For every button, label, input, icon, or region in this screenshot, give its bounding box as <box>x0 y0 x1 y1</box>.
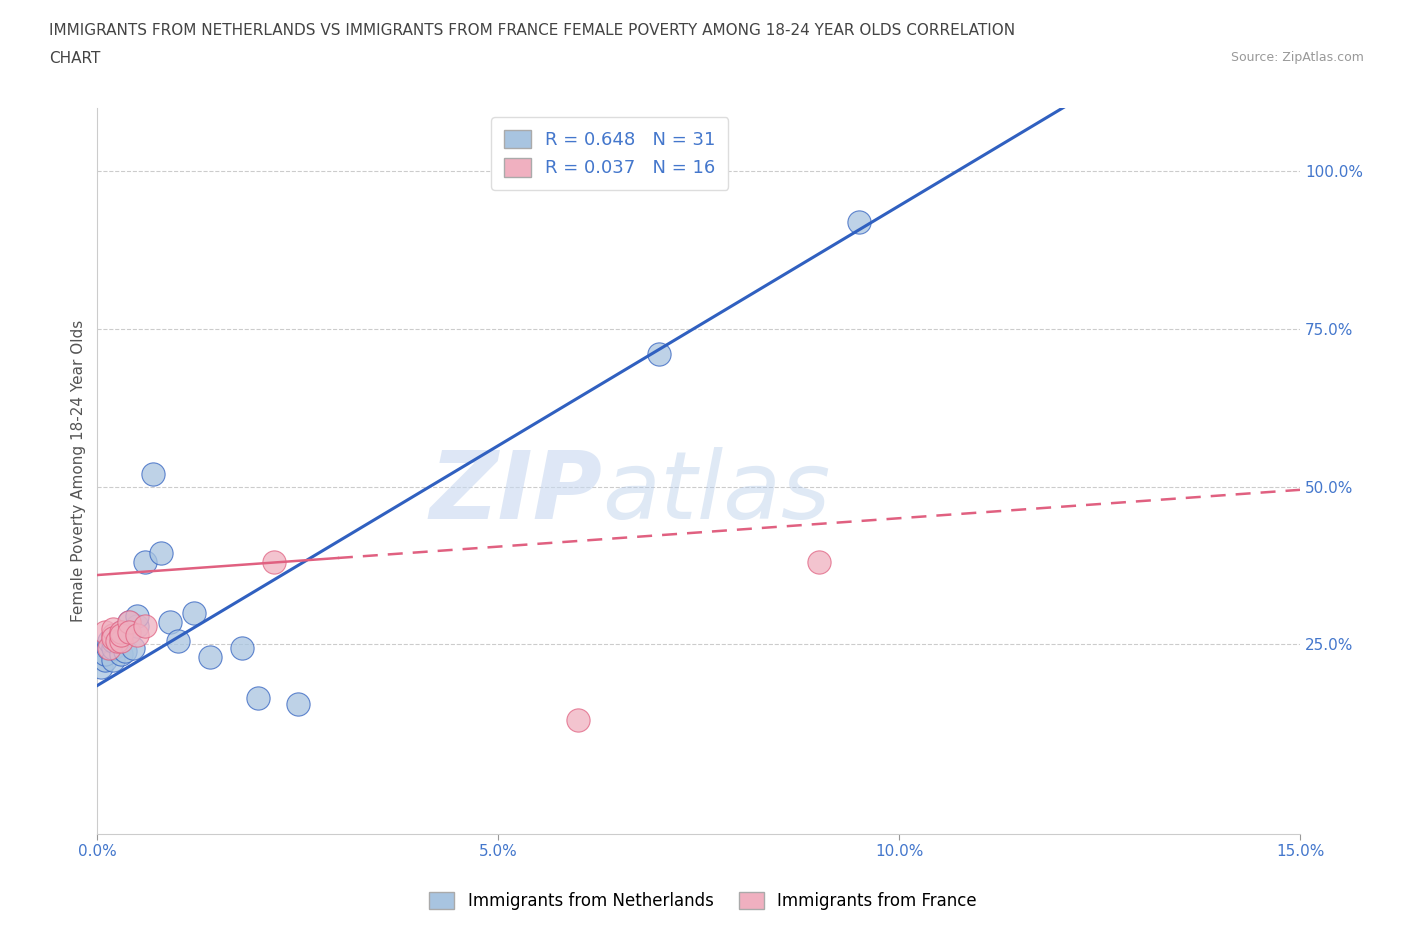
Point <box>807 555 830 570</box>
Point <box>94 653 117 668</box>
Point <box>110 624 132 639</box>
Point <box>127 628 149 643</box>
Point <box>103 631 125 645</box>
Point <box>103 628 125 643</box>
Point <box>118 624 141 639</box>
Point <box>97 640 120 655</box>
Point <box>105 628 128 643</box>
Point <box>103 634 125 649</box>
Point <box>98 634 121 649</box>
Point <box>183 605 205 620</box>
Point <box>105 634 128 649</box>
Point <box>94 624 117 639</box>
Text: atlas: atlas <box>603 447 831 538</box>
Point <box>110 634 132 649</box>
Text: CHART: CHART <box>49 51 101 66</box>
Point <box>198 650 221 665</box>
Point <box>90 659 112 674</box>
Point <box>118 624 141 639</box>
Point <box>110 628 132 643</box>
Text: ZIP: ZIP <box>430 446 603 538</box>
Point <box>263 555 285 570</box>
Point <box>142 467 165 482</box>
Point <box>134 618 156 633</box>
Point <box>118 615 141 630</box>
Point <box>647 347 669 362</box>
Point <box>150 546 173 561</box>
Point <box>127 618 149 633</box>
Point <box>98 640 121 655</box>
Y-axis label: Female Poverty Among 18-24 Year Olds: Female Poverty Among 18-24 Year Olds <box>72 320 86 622</box>
Point <box>159 615 181 630</box>
Point <box>567 712 589 727</box>
Point <box>110 624 132 639</box>
Point <box>94 646 117 661</box>
Text: IMMIGRANTS FROM NETHERLANDS VS IMMIGRANTS FROM FRANCE FEMALE POVERTY AMONG 18-24: IMMIGRANTS FROM NETHERLANDS VS IMMIGRANT… <box>49 23 1015 38</box>
Point <box>246 691 269 706</box>
Point <box>103 621 125 636</box>
Point <box>127 608 149 623</box>
Point <box>103 653 125 668</box>
Point <box>134 555 156 570</box>
Point <box>110 646 132 661</box>
Point <box>166 634 188 649</box>
Legend: R = 0.648   N = 31, R = 0.037   N = 16: R = 0.648 N = 31, R = 0.037 N = 16 <box>491 117 728 190</box>
Legend: Immigrants from Netherlands, Immigrants from France: Immigrants from Netherlands, Immigrants … <box>423 885 983 917</box>
Point <box>122 640 145 655</box>
Point <box>848 214 870 229</box>
Point <box>103 640 125 655</box>
Point <box>231 640 253 655</box>
Point <box>110 628 132 643</box>
Point <box>114 644 136 658</box>
Point <box>287 697 309 711</box>
Point <box>118 615 141 630</box>
Point <box>110 634 132 649</box>
Text: Source: ZipAtlas.com: Source: ZipAtlas.com <box>1230 51 1364 64</box>
